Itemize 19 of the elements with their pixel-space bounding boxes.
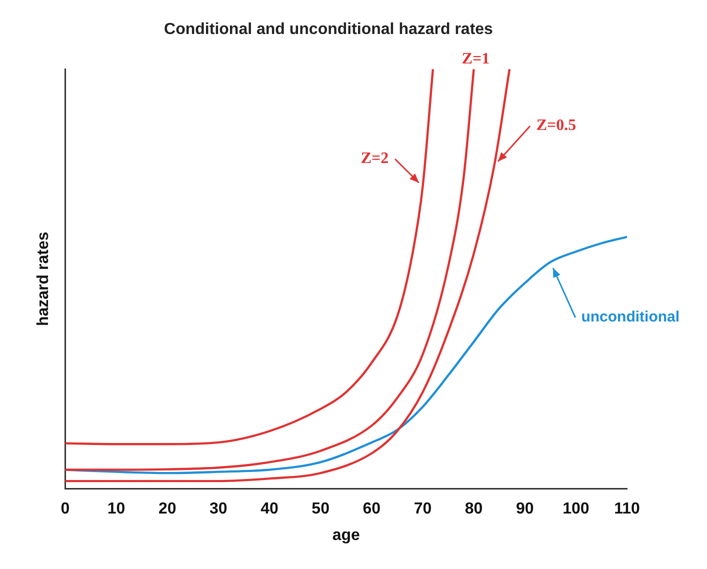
x-tick-label: 40: [260, 500, 278, 518]
x-tick-label: 110: [614, 500, 640, 518]
x-tick-label: 80: [464, 500, 483, 518]
x-tick-label: 50: [312, 500, 330, 518]
x-tick-label: 70: [414, 500, 432, 518]
x-axis-title: age: [332, 526, 360, 544]
text: Z=0.5: [536, 116, 576, 134]
text: unconditional: [581, 308, 680, 326]
x-tick-label: 20: [158, 500, 176, 518]
x-tick-label: 100: [562, 500, 590, 518]
x-tick-label: 90: [516, 500, 534, 518]
x-tick-label: 30: [210, 500, 228, 518]
text: Z=2: [360, 150, 389, 167]
x-tick-label: 10: [107, 500, 126, 518]
x-tick-label: 0: [60, 500, 70, 518]
series-label: Z=1: [462, 50, 490, 68]
y-axis-title: hazard rates: [35, 232, 52, 326]
x-tick-label: 60: [362, 500, 381, 518]
chart-title: Conditional and unconditional hazard rates: [164, 21, 494, 38]
